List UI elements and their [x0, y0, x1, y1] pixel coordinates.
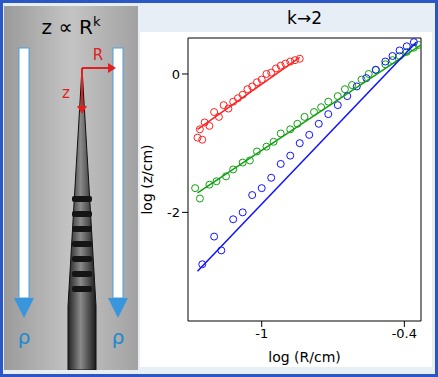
- svg-text:log (z/cm): log (z/cm): [139, 144, 155, 214]
- svg-text:0: 0: [172, 67, 180, 82]
- svg-text:log (R/cm): log (R/cm): [268, 349, 341, 365]
- svg-text:k→2: k→2: [287, 8, 322, 28]
- svg-text:-1: -1: [255, 326, 268, 341]
- svg-text:z: z: [62, 84, 70, 102]
- svg-text:ρ: ρ: [112, 325, 125, 349]
- svg-text:R: R: [93, 46, 103, 64]
- svg-text:ρ: ρ: [18, 325, 31, 349]
- svg-text:-2: -2: [167, 205, 180, 220]
- svg-text:z ∝ Rk: z ∝ Rk: [42, 14, 101, 39]
- svg-text:-0.4: -0.4: [392, 326, 417, 341]
